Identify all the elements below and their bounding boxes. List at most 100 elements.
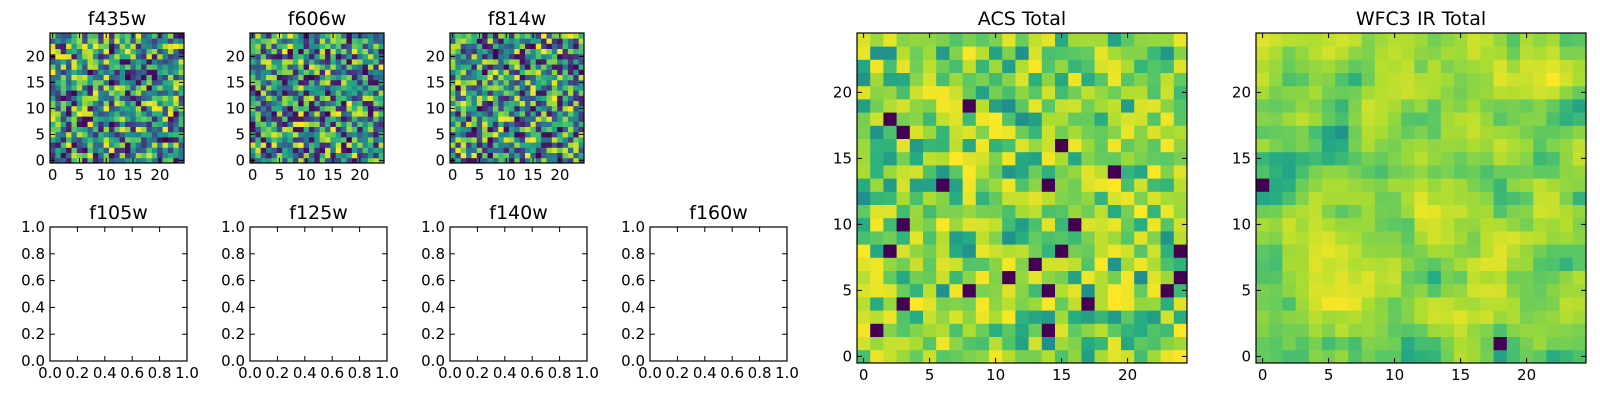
heatmap-cell	[357, 105, 363, 112]
heatmap-cell	[282, 90, 288, 96]
heatmap-cell	[255, 79, 262, 86]
heatmap-cell	[573, 111, 580, 117]
heatmap-cell	[562, 48, 569, 55]
heatmap-cell	[1173, 85, 1188, 100]
heatmap-cell	[1493, 257, 1508, 271]
heatmap-cell	[98, 90, 104, 96]
heatmap-cell	[1015, 99, 1029, 113]
heatmap-cell	[487, 53, 494, 60]
heatmap-cell	[146, 64, 153, 70]
heatmap-cell	[292, 147, 299, 153]
heatmap-cell	[1282, 33, 1296, 47]
heatmap-cell	[1282, 112, 1296, 126]
heatmap-cell	[1322, 297, 1336, 311]
heatmap-cell	[98, 43, 104, 49]
heatmap-cell	[936, 59, 950, 73]
heatmap-cell	[276, 90, 283, 96]
heatmap-cell	[1559, 151, 1574, 166]
heatmap-cell	[255, 131, 262, 138]
heatmap-cell	[1282, 323, 1296, 337]
heatmap-cell	[50, 116, 56, 122]
heatmap-cell	[1002, 244, 1016, 258]
heatmap-cell	[1559, 217, 1574, 232]
heatmap-cell	[162, 33, 169, 39]
heatmap-cell	[519, 38, 526, 44]
heatmap-cell	[1308, 59, 1323, 73]
heatmap-cell	[1094, 257, 1109, 271]
heatmap-cell	[460, 69, 467, 75]
heatmap-cell	[546, 157, 553, 164]
heatmap-cell	[1256, 283, 1270, 298]
heatmap-cell	[114, 38, 121, 44]
heatmap-cell	[55, 95, 62, 101]
heatmap-cell	[98, 79, 104, 86]
heatmap-cell	[346, 64, 353, 70]
heatmap-cell	[487, 43, 494, 49]
heatmap-cell	[476, 131, 483, 138]
heatmap-cell	[519, 33, 526, 39]
heatmap-cell	[335, 74, 342, 81]
heatmap-cell	[471, 137, 478, 143]
heatmap-cell	[1041, 297, 1056, 311]
heatmap-cell	[367, 85, 374, 91]
heatmap-cell	[1295, 138, 1310, 153]
heatmap-cell	[303, 64, 310, 70]
heatmap-cell	[1094, 297, 1109, 311]
heatmap-cell	[271, 111, 278, 117]
heatmap-cell	[82, 126, 88, 133]
heatmap-cell	[298, 59, 304, 65]
heatmap-cell	[1015, 72, 1029, 87]
heatmap-cell	[146, 59, 153, 65]
heatmap-cell	[562, 100, 569, 107]
heatmap-cell	[271, 53, 278, 60]
heatmap-cell	[1269, 257, 1283, 271]
heatmap-cell	[1440, 112, 1455, 126]
heatmap-cell	[50, 64, 56, 70]
heatmap-cell	[1506, 151, 1521, 166]
heatmap-cell	[308, 74, 315, 81]
heatmap-cell	[551, 64, 558, 70]
heatmap-cell	[157, 116, 163, 122]
heatmap-cell	[1414, 244, 1428, 258]
heatmap-cell	[151, 38, 158, 44]
heatmap-cell	[551, 43, 558, 49]
heatmap-cell	[883, 125, 897, 139]
heatmap-cell	[157, 137, 163, 143]
heatmap-cell	[135, 64, 142, 70]
heatmap-cell	[551, 157, 558, 164]
heatmap-cell	[1493, 138, 1508, 153]
heatmap-cell	[1546, 151, 1560, 166]
heatmap-cell	[266, 116, 272, 122]
heatmap-cell	[1055, 204, 1069, 219]
heatmap-cell	[551, 59, 558, 65]
heatmap-cell	[870, 46, 884, 60]
heatmap-cell	[1374, 283, 1389, 298]
heatmap-cell	[373, 59, 380, 65]
heatmap-cell	[567, 53, 574, 60]
heatmap-cell	[923, 46, 937, 60]
heatmap-cell	[135, 105, 142, 112]
heatmap-cell	[573, 121, 580, 127]
heatmap-cell	[1028, 72, 1043, 87]
heatmap-cell	[1361, 178, 1376, 192]
heatmap-cell	[1308, 33, 1323, 47]
x-tick-label: 0.8	[748, 364, 772, 382]
heatmap-cell	[125, 100, 131, 107]
heatmap-cell	[883, 270, 897, 285]
heatmap-cell	[1559, 165, 1574, 179]
heatmap-cell	[103, 100, 110, 107]
heatmap-cell	[1520, 323, 1534, 337]
heatmap-cell	[460, 43, 467, 49]
heatmap-cell	[492, 105, 499, 112]
heatmap-cell	[1335, 270, 1349, 285]
heatmap-cell	[141, 74, 147, 81]
heatmap-cell	[50, 126, 56, 133]
heatmap-cell	[266, 43, 272, 49]
heatmap-cell	[1520, 336, 1534, 351]
heatmap-cell	[141, 131, 147, 138]
heatmap-cell	[357, 131, 363, 138]
heatmap-cell	[519, 95, 526, 101]
heatmap-cell	[114, 111, 121, 117]
heatmap-cell	[260, 53, 267, 60]
heatmap-cell	[1147, 283, 1161, 298]
